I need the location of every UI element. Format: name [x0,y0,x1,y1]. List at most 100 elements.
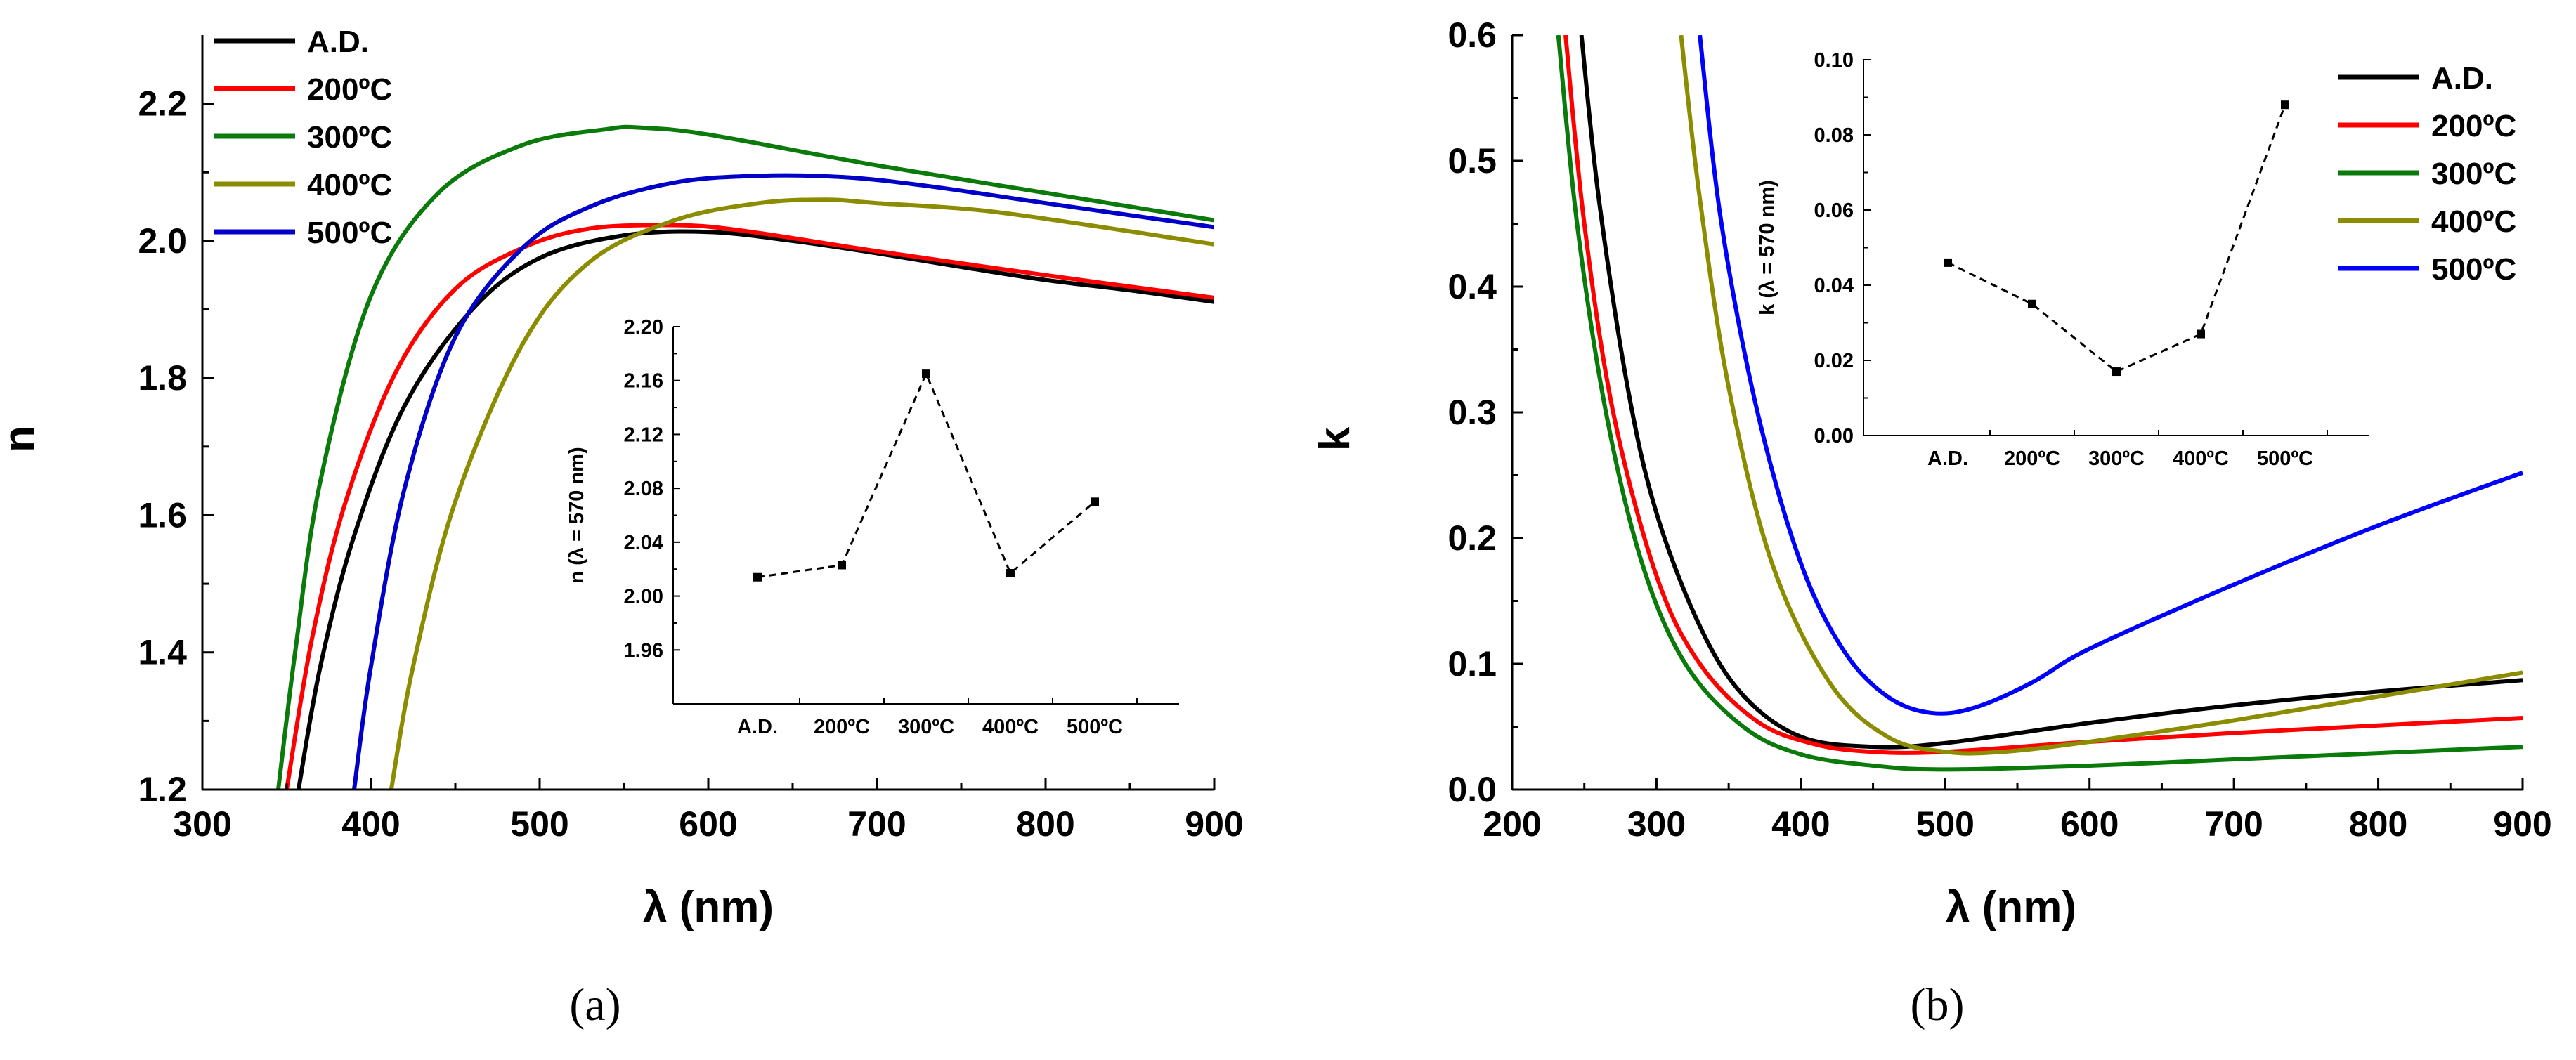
series-line-300-c [276,124,1214,790]
legend-label: 400ºC [307,168,392,202]
inset-y-tick-label: 0.08 [1814,124,1854,147]
series-group [1556,35,2523,772]
x-axis-title: λ (nm) [1946,883,2076,931]
series-line-300-c [1556,35,2523,772]
inset-x-tick-label: A.D. [1927,447,1968,470]
inset-point-500-c [1091,497,1099,506]
inset-y-tick-label: 1.96 [624,639,663,662]
inset-series-line [757,371,1095,579]
x-tick-label: 600 [2060,804,2119,844]
legend-label: 200ºC [2431,109,2516,143]
inset-point-200-c [2028,299,2036,308]
inset-x-tick-label: 400ºC [982,716,1039,738]
inset-x-tick-label: 500ºC [1067,716,1123,738]
legend-label: 300ºC [2431,157,2516,191]
chart-panel-a: 300 400 500 600 700 800 900 1.2 1.4 1.6 1.8 2.0 2.2 λ… [0,25,1244,1030]
series-group [276,124,1214,790]
x-tick-label: 700 [2204,804,2263,844]
series-line-a-d [296,229,1214,790]
y-tick-label: 0.4 [1448,267,1497,306]
y-axis-title: n [0,426,44,452]
x-tick-label: 300 [1627,804,1686,844]
y-tick-label: 0.2 [1448,518,1497,558]
inset-x-tick-label: 200ºC [814,716,870,738]
inset-y-tick-label: 0.00 [1814,425,1854,447]
inset-y-tick-label: 2.08 [624,478,663,500]
inset-y-axis-title: k (λ = 570 nm) [1756,180,1778,315]
inset-point-400-c [2197,329,2205,339]
y-tick-label: 0.6 [1448,15,1497,55]
y-tick-label: 1.2 [138,770,187,809]
inset-x-tick-label: A.D. [737,716,778,738]
y-axis-title: k [1310,426,1359,451]
inset-point-300-c [922,369,930,379]
x-tick-label: 400 [1771,804,1830,844]
inset-point-500-c [2281,100,2289,110]
y-tick-label: 1.6 [138,495,187,535]
legend-label: A.D. [307,25,369,59]
inset-x-tick-label: 400ºC [2173,447,2229,470]
inset-series-line [1947,104,2286,373]
inset-point-a-d [753,572,762,582]
inset-chart: 1.96 2.00 2.04 2.08 2.12 2.16 2.20 A.D. 200ºC 300… [566,316,1179,738]
inset-y-tick-label: 0.02 [1814,350,1854,372]
legend-label: 300ºC [307,120,392,155]
series-line-a-d [1579,35,2523,750]
x-tick-label: 400 [341,804,400,844]
legend-label: A.D. [2431,61,2493,96]
legend-label: 400ºC [2431,204,2516,239]
series-line-200-c [285,223,1214,790]
legend-label: 200ºC [307,72,392,107]
series-line-400-c [389,197,1214,790]
inset-y-axis-title: n (λ = 570 nm) [566,447,588,583]
y-tick-label: 1.4 [138,633,187,672]
y-tick-label: 0.3 [1448,393,1497,432]
inset-y-tick-label: 0.06 [1814,199,1854,222]
x-tick-label: 300 [173,804,231,844]
inset-y-tick-label: 2.00 [624,586,663,608]
inset-point-300-c [2112,367,2121,377]
panel-label: (b) [1911,979,1965,1030]
inset-point-a-d [1944,258,1952,267]
x-tick-label: 900 [1185,804,1243,844]
inset-x-tick-label: 500ºC [2257,447,2313,470]
y-tick-label: 2.2 [138,84,187,124]
inset-point-400-c [1006,568,1015,577]
x-tick-label: 500 [510,804,568,844]
legend: A.D. 200ºC 300ºC 400ºC 500ºC [2338,61,2516,287]
x-tick-label: 700 [847,804,906,844]
inset-y-tick-label: 0.04 [1814,275,1854,297]
inset-x-tick-label: 300ºC [2088,447,2145,470]
inset-x-tick-label: 200ºC [2004,447,2060,470]
series-line-400-c [1679,35,2523,756]
inset-y-tick-label: 2.16 [624,370,663,393]
y-tick-label: 0.5 [1448,141,1497,181]
y-tick-label: 2.0 [138,221,187,261]
legend: A.D. 200ºC 300ºC 400ºC 500ºC [214,25,392,250]
y-tick-label: 0.0 [1448,770,1497,809]
x-tick-label: 500 [1916,804,1975,844]
series-line-500-c [1698,35,2523,716]
x-tick-label: 800 [2349,804,2407,844]
y-tick-label: 0.1 [1448,644,1497,683]
inset-y-tick-label: 2.12 [624,424,663,446]
inset-y-tick-label: 2.04 [624,532,663,554]
inset-y-tick-label: 2.20 [624,316,663,339]
x-tick-label: 900 [2493,804,2551,844]
series-line-200-c [1563,35,2523,755]
chart-panel-b: 200 300 400 500 600 700 800 900 0.0 0.1 0.2 0.3 0.4 0… [1310,15,2552,1030]
panel-label: (a) [569,979,620,1030]
legend-label: 500ºC [307,216,392,250]
legend-label: 500ºC [2431,252,2516,287]
x-tick-label: 200 [1483,804,1541,844]
x-tick-label: 800 [1016,804,1074,844]
inset-point-200-c [838,561,846,570]
x-axis-title: λ (nm) [643,883,774,931]
series-line-500-c [352,173,1214,790]
y-tick-label: 1.8 [138,358,187,398]
inset-x-tick-label: 300ºC [898,716,954,738]
inset-chart: 0.00 0.02 0.04 0.06 0.08 0.10 A.D. 200ºC 300ºC 40… [1756,49,2369,470]
x-tick-label: 600 [679,804,737,844]
inset-y-tick-label: 0.10 [1814,49,1854,72]
